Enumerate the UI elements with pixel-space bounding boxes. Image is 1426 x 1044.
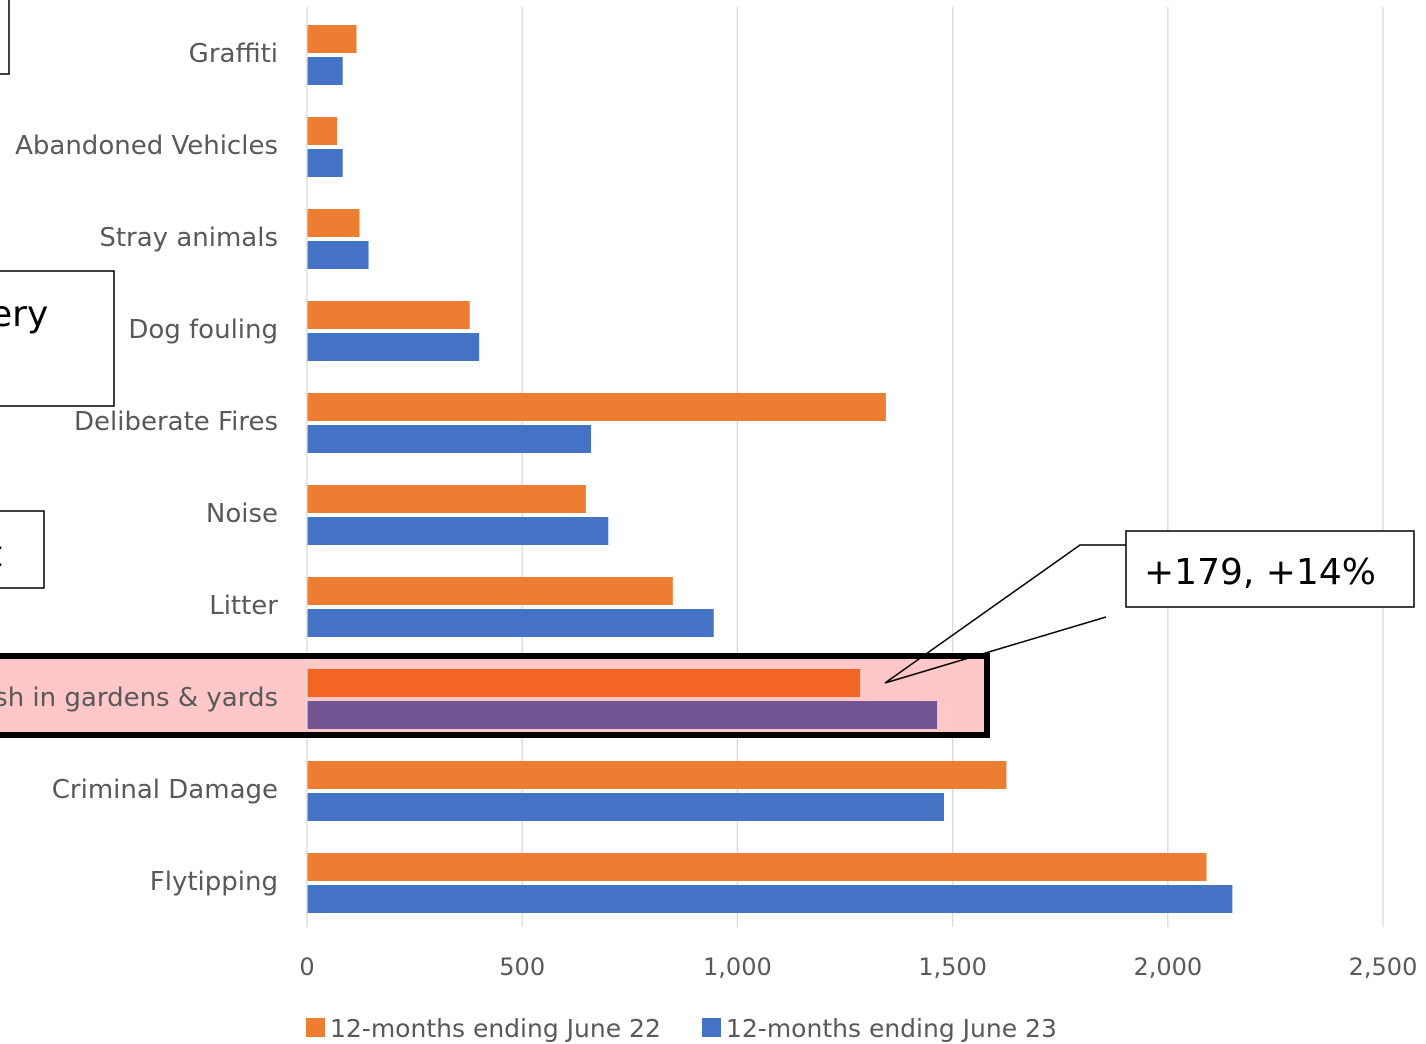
partial-box-3-text: t bbox=[0, 534, 2, 575]
partial-box-1 bbox=[0, 0, 10, 75]
highlight-frame bbox=[0, 653, 990, 738]
category-label-7: ish in gardens & yards bbox=[0, 683, 278, 713]
category-label-6: Litter bbox=[209, 591, 278, 621]
x-tick-label-4: 2,000 bbox=[1133, 953, 1202, 981]
bar-june22-1 bbox=[307, 117, 338, 145]
bar-june22-3 bbox=[307, 301, 470, 329]
category-label-5: Noise bbox=[206, 499, 278, 529]
bar-june23-0 bbox=[307, 57, 343, 85]
x-tick-label-2: 1,000 bbox=[703, 953, 772, 981]
x-tick-label-1: 500 bbox=[499, 953, 545, 981]
annotation-callout: +179, +14% bbox=[884, 530, 1415, 684]
bar-june23-9 bbox=[307, 885, 1233, 913]
bar-june22-8 bbox=[307, 761, 1007, 789]
bars bbox=[307, 25, 1233, 913]
bar-june22-2 bbox=[307, 209, 360, 237]
x-tick-label-3: 1,500 bbox=[918, 953, 987, 981]
x-tick-labels: 0 500 1,000 1,500 2,000 2,500 bbox=[299, 953, 1417, 981]
bar-june22-5 bbox=[307, 485, 586, 513]
bar-june22-9 bbox=[307, 853, 1207, 881]
partial-box-2: iery bbox=[0, 270, 115, 407]
x-tick-label-5: 2,500 bbox=[1349, 953, 1418, 981]
x-tick-label-0: 0 bbox=[299, 953, 314, 981]
bar-june23-7 bbox=[307, 701, 938, 729]
category-label-8: Criminal Damage bbox=[52, 775, 278, 805]
bar-june23-8 bbox=[307, 793, 944, 821]
bar-june22-4 bbox=[307, 393, 886, 421]
bar-june23-5 bbox=[307, 517, 609, 545]
category-label-3: Dog fouling bbox=[128, 315, 278, 345]
legend-swatch-0 bbox=[306, 1018, 325, 1037]
partial-box-3: t bbox=[0, 510, 45, 589]
legend-label-0: 12-months ending June 22 bbox=[330, 1014, 661, 1043]
partial-box-2-text: iery bbox=[0, 294, 48, 335]
callout-box bbox=[1125, 530, 1415, 608]
bar-june23-2 bbox=[307, 241, 369, 269]
legend-swatch-1 bbox=[702, 1018, 721, 1037]
legend-label-1: 12-months ending June 23 bbox=[726, 1014, 1057, 1043]
bar-june23-4 bbox=[307, 425, 592, 453]
category-label-2: Stray animals bbox=[99, 223, 278, 253]
category-label-4: Deliberate Fires bbox=[74, 407, 278, 437]
category-label-0: Graffiti bbox=[189, 39, 278, 69]
bar-june22-0 bbox=[307, 25, 357, 53]
bar-june23-3 bbox=[307, 333, 480, 361]
category-labels: Graffiti Abandoned Vehicles Stray animals D… bbox=[0, 39, 278, 897]
bar-june22-6 bbox=[307, 577, 673, 605]
bar-june23-1 bbox=[307, 149, 343, 177]
legend: 12-months ending June 22 12-months ending… bbox=[306, 1014, 1057, 1043]
bar-june22-7 bbox=[307, 669, 861, 697]
bar-june23-6 bbox=[307, 609, 714, 637]
category-label-9: Flytipping bbox=[150, 867, 278, 897]
category-label-1: Abandoned Vehicles bbox=[15, 131, 278, 161]
callout-leader-line bbox=[884, 544, 1126, 684]
callout-text: +179, +14% bbox=[1144, 552, 1376, 593]
